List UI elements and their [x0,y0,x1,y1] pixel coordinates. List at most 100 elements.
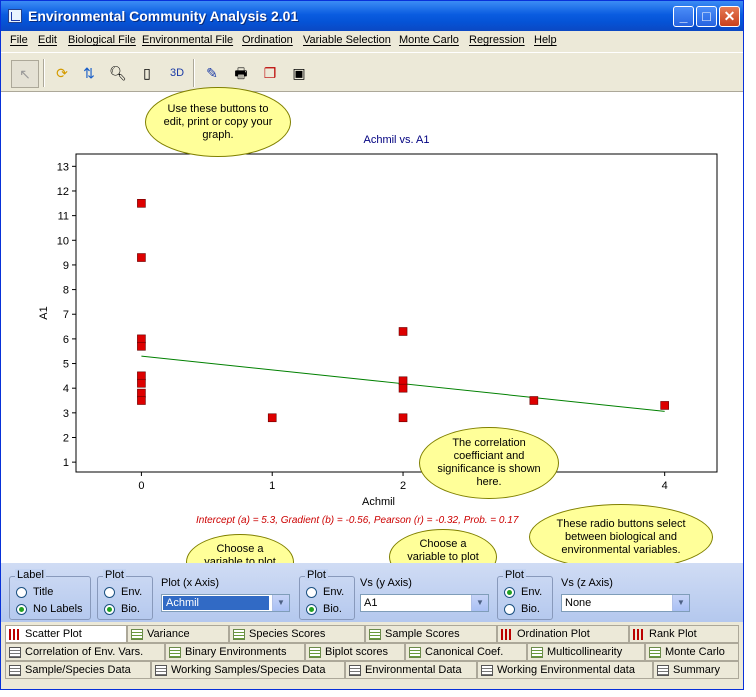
chevron-down-icon[interactable]: ▼ [471,595,488,611]
y-tick-label: 12 [57,186,69,198]
tab-species-scores[interactable]: Species Scores [229,625,365,643]
tab-environmental-data[interactable]: Environmental Data [345,661,477,679]
printer-icon: 🖶︎ [234,65,248,81]
edit-graph-button[interactable]: ▯ [134,60,160,86]
menu-file[interactable]: File [10,34,28,46]
chevron-down-icon[interactable]: ▼ [272,595,289,611]
tab-sample-scores[interactable]: Sample Scores [365,625,497,643]
save-button[interactable]: ▣ [286,60,312,86]
y-tick-label: 8 [63,285,69,297]
refresh-button[interactable]: ⟳ [49,60,75,86]
title-bar[interactable]: Environmental Community Analysis 2.01 _ … [1,1,743,31]
radio-dot [104,587,115,598]
x-tick-label: 4 [662,480,668,492]
x-axis-label: Plot (x Axis) [161,577,220,589]
grid-icon [155,665,167,676]
chevron-down-icon[interactable]: ▼ [672,595,689,611]
minimize-button[interactable]: _ [673,6,694,27]
radio-dot-selected [16,604,27,615]
radio-dot [504,604,515,615]
grid-icon [657,665,669,676]
bar-chart-icon [633,629,645,640]
window-title: Environmental Community Analysis 2.01 [28,8,299,24]
plot-z-group: Plot Env. Bio. [497,569,553,620]
swap-axes-button[interactable]: ⇅ [76,60,102,86]
tab-canonical-coef[interactable]: Canonical Coef. [405,643,527,661]
y-tick-label: 7 [63,309,69,321]
chart-edit-button[interactable]: ✎ [199,60,225,86]
y-tick-label: 4 [63,383,69,395]
menu-biological-file[interactable]: Biological File [68,34,136,46]
tab-biplot-scores[interactable]: Biplot scores [305,643,405,661]
list-icon [131,629,143,640]
x-tick-label: 2 [400,480,406,492]
plot-frame [75,153,718,473]
x-axis-label: Achmil [362,496,395,508]
x-tick-label: 1 [269,480,275,492]
tab-binary-environments[interactable]: Binary Environments [165,643,305,661]
menu-variable-selection[interactable]: Variable Selection [303,34,391,46]
data-point [137,253,146,262]
y-tick-label: 1 [63,457,69,469]
tab-multicollinearity[interactable]: Multicollinearity [527,643,645,661]
data-point [137,334,146,344]
swap-icon: ⇅ [83,65,95,81]
menu-regression[interactable]: Regression [469,34,525,46]
grid-icon [481,665,493,676]
list-icon [369,629,381,640]
copy-button[interactable]: ❐ [257,60,283,86]
menu-environmental-file[interactable]: Environmental File [142,34,234,46]
tab-sample-species-data[interactable]: Sample/Species Data [5,661,151,679]
controls-panel: Label Title No Labels Plot Env. Bio. Plo… [1,563,743,622]
plot-area: Achmil vs. A1 1 2 3 4 5 6 7 8 9 10 11 12 13 0 1 2 4 Achmil… [1,87,743,590]
pointer-button[interactable]: ↖ [11,60,39,88]
tab-working-environmental-data[interactable]: Working Environmental data [477,661,653,679]
tab-summary[interactable]: Summary [653,661,739,679]
y-axis-select[interactable]: A1 ▼ [360,594,489,612]
tab-correlation-env-vars[interactable]: Correlation of Env. Vars. [5,643,165,661]
data-point [398,413,408,423]
floppy-icon: ▣ [292,65,306,81]
menu-edit[interactable]: Edit [38,34,57,46]
print-button[interactable]: 🖶︎ [228,60,254,86]
zoom-icon: 🔍︎ [109,65,127,81]
tab-working-samples-species-data[interactable]: Working Samples/Species Data [151,661,345,679]
data-point [267,413,277,423]
tab-variance[interactable]: Variance [127,625,229,643]
tab-ordination-plot[interactable]: Ordination Plot [497,625,629,643]
maximize-button[interactable]: □ [696,6,717,27]
close-button[interactable]: ✕ [719,6,740,27]
label-group: Label Title No Labels [9,569,91,620]
three-d-button[interactable]: 3D [169,67,185,79]
y-axis-label: Vs (y Axis) [360,577,412,589]
menu-ordination[interactable]: Ordination [242,34,293,46]
tab-monte-carlo[interactable]: Monte Carlo [645,643,739,661]
app-window: Environmental Community Analysis 2.01 _ … [0,0,744,690]
app-icon [8,9,22,23]
radio-callout: These radio buttons select between biolo… [529,504,713,570]
radio-dot [16,587,27,598]
x-axis-select[interactable]: Achmil ▼ [161,594,290,612]
list-icon [531,647,543,658]
refresh-icon: ⟳ [56,65,68,81]
zoom-button[interactable]: 🔍︎ [105,60,131,86]
toolbar-separator [193,59,195,87]
z-axis-select[interactable]: None ▼ [561,594,690,612]
tab-scatter-plot[interactable]: Scatter Plot [5,625,127,643]
tab-rank-plot[interactable]: Rank Plot [629,625,739,643]
menu-monte-carlo[interactable]: Monte Carlo [399,34,459,46]
menu-help[interactable]: Help [534,34,557,46]
toolbar-separator [43,59,45,87]
data-point [137,396,146,405]
correlation-callout: The correlation coefficiant and signific… [419,427,559,499]
label-group-legend: Label [15,569,46,581]
data-point [529,396,539,405]
list-icon [309,647,321,658]
menu-bar: File Edit Biological File Environmental … [1,31,743,51]
grid-icon [9,647,21,658]
tab-strip: Scatter Plot Variance Species Scores Sam… [1,622,743,689]
y-tick-label: 11 [58,211,69,223]
data-point [137,341,146,351]
data-point [137,199,146,208]
